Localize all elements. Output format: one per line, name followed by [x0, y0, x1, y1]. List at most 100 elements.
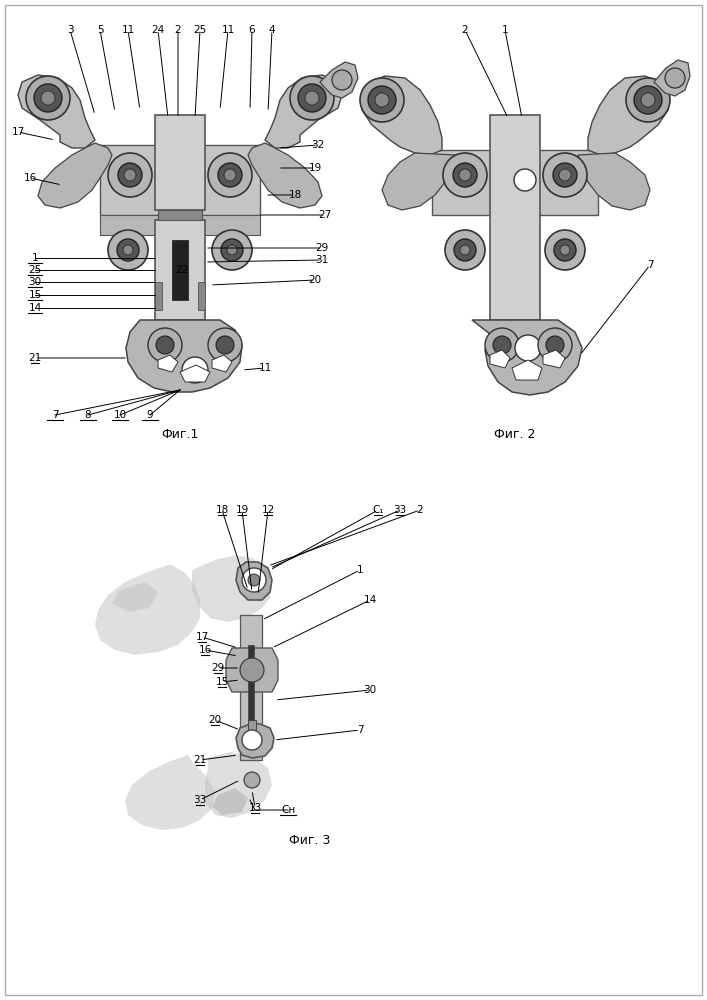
Circle shape — [26, 76, 70, 120]
Text: 1: 1 — [502, 25, 508, 35]
Polygon shape — [125, 755, 215, 830]
Circle shape — [545, 230, 585, 270]
Polygon shape — [198, 282, 205, 310]
Polygon shape — [192, 555, 272, 622]
Polygon shape — [158, 210, 202, 220]
Text: 1: 1 — [357, 565, 363, 575]
Polygon shape — [236, 562, 272, 600]
Text: 3: 3 — [66, 25, 74, 35]
Text: 32: 32 — [311, 140, 325, 150]
Text: Фиг. 2: Фиг. 2 — [494, 428, 536, 442]
Circle shape — [41, 91, 55, 105]
Polygon shape — [172, 240, 188, 300]
Polygon shape — [240, 615, 262, 760]
Circle shape — [453, 163, 477, 187]
Circle shape — [242, 730, 262, 750]
Text: 25: 25 — [28, 265, 42, 275]
Text: 9: 9 — [146, 410, 153, 420]
Polygon shape — [155, 282, 162, 310]
Circle shape — [240, 658, 264, 682]
Circle shape — [148, 328, 182, 362]
Circle shape — [227, 245, 237, 255]
Text: 14: 14 — [363, 595, 377, 605]
Text: 27: 27 — [318, 210, 332, 220]
Polygon shape — [432, 150, 598, 215]
Polygon shape — [180, 365, 210, 382]
Polygon shape — [248, 720, 256, 730]
Polygon shape — [248, 143, 322, 208]
Circle shape — [290, 76, 334, 120]
Text: 21: 21 — [28, 353, 42, 363]
Text: 16: 16 — [23, 173, 37, 183]
Text: 12: 12 — [262, 505, 274, 515]
Circle shape — [208, 153, 252, 197]
Text: 30: 30 — [363, 685, 377, 695]
Circle shape — [454, 239, 476, 261]
Text: 33: 33 — [194, 795, 206, 805]
Text: 11: 11 — [122, 25, 134, 35]
Polygon shape — [490, 350, 510, 368]
Circle shape — [485, 328, 519, 362]
Polygon shape — [512, 360, 542, 380]
Polygon shape — [248, 645, 254, 720]
Circle shape — [248, 574, 260, 586]
Polygon shape — [155, 115, 205, 210]
Text: 7: 7 — [357, 725, 363, 735]
Circle shape — [460, 245, 470, 255]
Polygon shape — [490, 115, 540, 320]
Circle shape — [216, 336, 234, 354]
Circle shape — [546, 336, 564, 354]
Circle shape — [665, 68, 685, 88]
Text: 17: 17 — [11, 127, 25, 137]
Text: 30: 30 — [28, 277, 42, 287]
Text: 13: 13 — [248, 803, 262, 813]
Polygon shape — [226, 648, 278, 692]
Text: 17: 17 — [195, 632, 209, 642]
Text: 20: 20 — [308, 275, 322, 285]
Polygon shape — [236, 724, 274, 758]
Circle shape — [208, 328, 242, 362]
Text: 29: 29 — [315, 243, 329, 253]
Circle shape — [559, 169, 571, 181]
Circle shape — [538, 328, 572, 362]
Text: 2: 2 — [175, 25, 181, 35]
Circle shape — [368, 86, 396, 114]
Circle shape — [493, 336, 511, 354]
Circle shape — [375, 93, 389, 107]
Polygon shape — [205, 752, 272, 818]
Text: 7: 7 — [647, 260, 653, 270]
Circle shape — [182, 357, 208, 383]
Text: 15: 15 — [216, 677, 228, 687]
Polygon shape — [112, 582, 158, 612]
Text: 16: 16 — [199, 645, 211, 655]
Circle shape — [117, 239, 139, 261]
Polygon shape — [155, 220, 205, 320]
Circle shape — [212, 230, 252, 270]
Text: Cн: Cн — [281, 805, 295, 815]
Text: Фиг.1: Фиг.1 — [161, 428, 199, 442]
Text: 8: 8 — [85, 410, 91, 420]
Text: 15: 15 — [28, 290, 42, 300]
Circle shape — [560, 245, 570, 255]
Text: 25: 25 — [194, 25, 206, 35]
Polygon shape — [654, 60, 690, 96]
Text: 19: 19 — [308, 163, 322, 173]
Text: 21: 21 — [194, 755, 206, 765]
Circle shape — [124, 169, 136, 181]
Circle shape — [221, 239, 243, 261]
Polygon shape — [382, 153, 455, 210]
Polygon shape — [18, 75, 95, 148]
Polygon shape — [320, 62, 358, 98]
Polygon shape — [578, 153, 650, 210]
Text: C₁: C₁ — [372, 505, 384, 515]
Text: 19: 19 — [235, 505, 249, 515]
Circle shape — [634, 86, 662, 114]
Circle shape — [553, 163, 577, 187]
Circle shape — [641, 93, 655, 107]
Circle shape — [514, 169, 536, 191]
Polygon shape — [95, 565, 200, 655]
Circle shape — [242, 568, 266, 592]
Text: 29: 29 — [211, 663, 225, 673]
Text: 11: 11 — [258, 363, 271, 373]
Circle shape — [515, 335, 541, 361]
